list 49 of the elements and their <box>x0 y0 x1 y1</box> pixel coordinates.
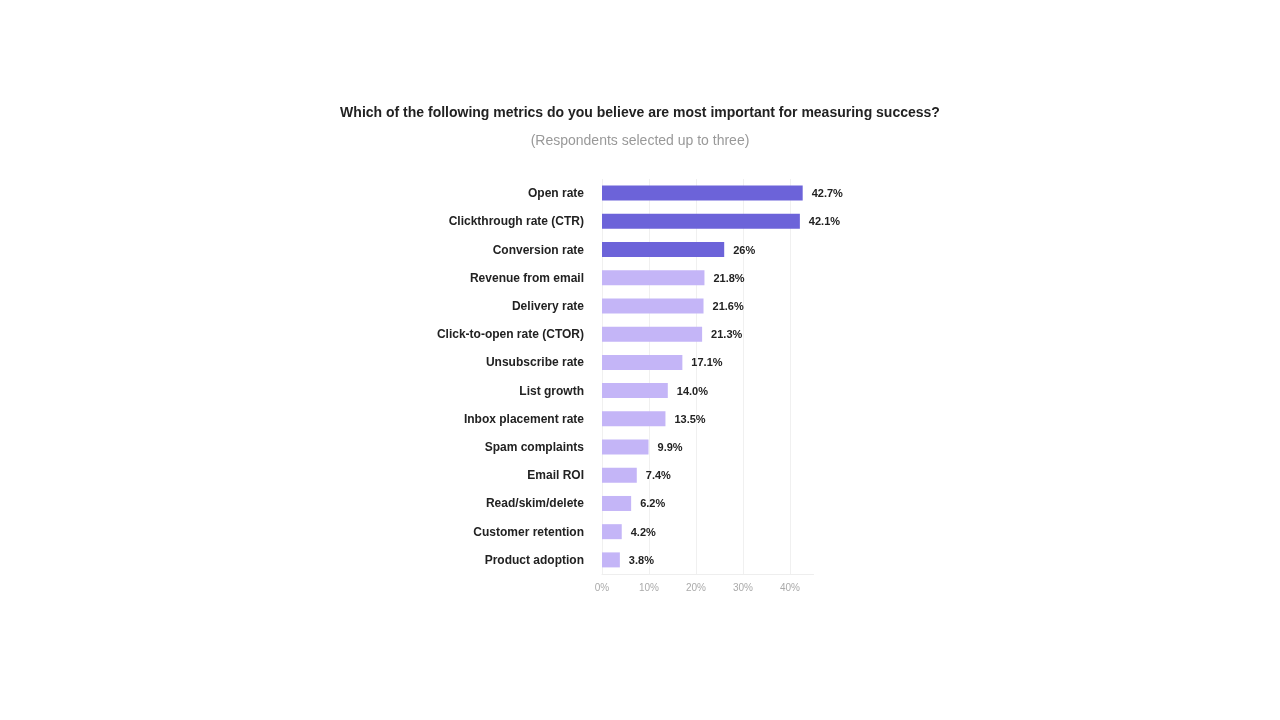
data-label: 7.4% <box>645 469 672 482</box>
bar <box>602 326 703 342</box>
data-label: 21.3% <box>711 328 743 341</box>
bar <box>602 270 705 286</box>
x-tick-label: 0% <box>594 581 610 593</box>
y-tick-label: Customer retention <box>473 524 584 539</box>
y-tick-label: Revenue from email <box>469 270 584 285</box>
x-tick-label: 40% <box>779 581 801 593</box>
bar <box>602 213 800 229</box>
y-tick-label: Unsubscribe rate <box>485 355 585 370</box>
bar <box>602 383 668 399</box>
data-label: 3.8% <box>628 553 655 566</box>
bar <box>602 354 683 370</box>
y-tick-label: Inbox placement rate <box>463 411 585 426</box>
bar <box>602 552 620 568</box>
y-tick-label: Spam complaints <box>484 440 585 455</box>
data-label: 6.2% <box>640 497 666 510</box>
y-tick-label: Click-to-open rate (CTOR) <box>436 327 584 342</box>
y-tick-label: Delivery rate <box>511 298 585 313</box>
y-tick-label: Clickthrough rate (CTR) <box>448 214 584 229</box>
bar <box>602 439 649 455</box>
x-tick-label: 20% <box>685 581 707 593</box>
chart-subtitle: (Respondents selected up to three) <box>530 132 750 148</box>
y-tick-label: Product adoption <box>484 552 584 567</box>
bar <box>602 411 666 427</box>
chart-title: Which of the following metrics do you believe are most important for measuring success? <box>340 104 940 120</box>
y-tick-label: Email ROI <box>527 468 584 483</box>
y-tick-label: Read/skim/delete <box>485 496 585 511</box>
data-label: 4.2% <box>630 525 657 538</box>
y-tick-label: Conversion rate <box>492 242 585 257</box>
bar <box>602 298 704 314</box>
data-label: 14.0% <box>676 384 709 397</box>
data-label: 26% <box>733 243 756 256</box>
data-label: 42.7% <box>811 187 844 200</box>
data-label: 21.8% <box>713 271 745 284</box>
data-label: 17.1% <box>691 356 723 369</box>
bar <box>602 495 632 511</box>
data-label: 21.6% <box>712 299 744 312</box>
bar <box>602 242 725 258</box>
bar <box>602 185 803 201</box>
x-tick-label: 30% <box>732 581 754 593</box>
data-label: 9.9% <box>657 441 683 454</box>
bar <box>602 467 637 483</box>
bar <box>602 524 622 540</box>
y-tick-label: List growth <box>519 383 584 398</box>
y-tick-label: Open rate <box>527 186 585 201</box>
data-label: 13.5% <box>674 412 706 425</box>
x-tick-label: 10% <box>638 581 660 593</box>
data-label: 42.1% <box>808 215 841 228</box>
